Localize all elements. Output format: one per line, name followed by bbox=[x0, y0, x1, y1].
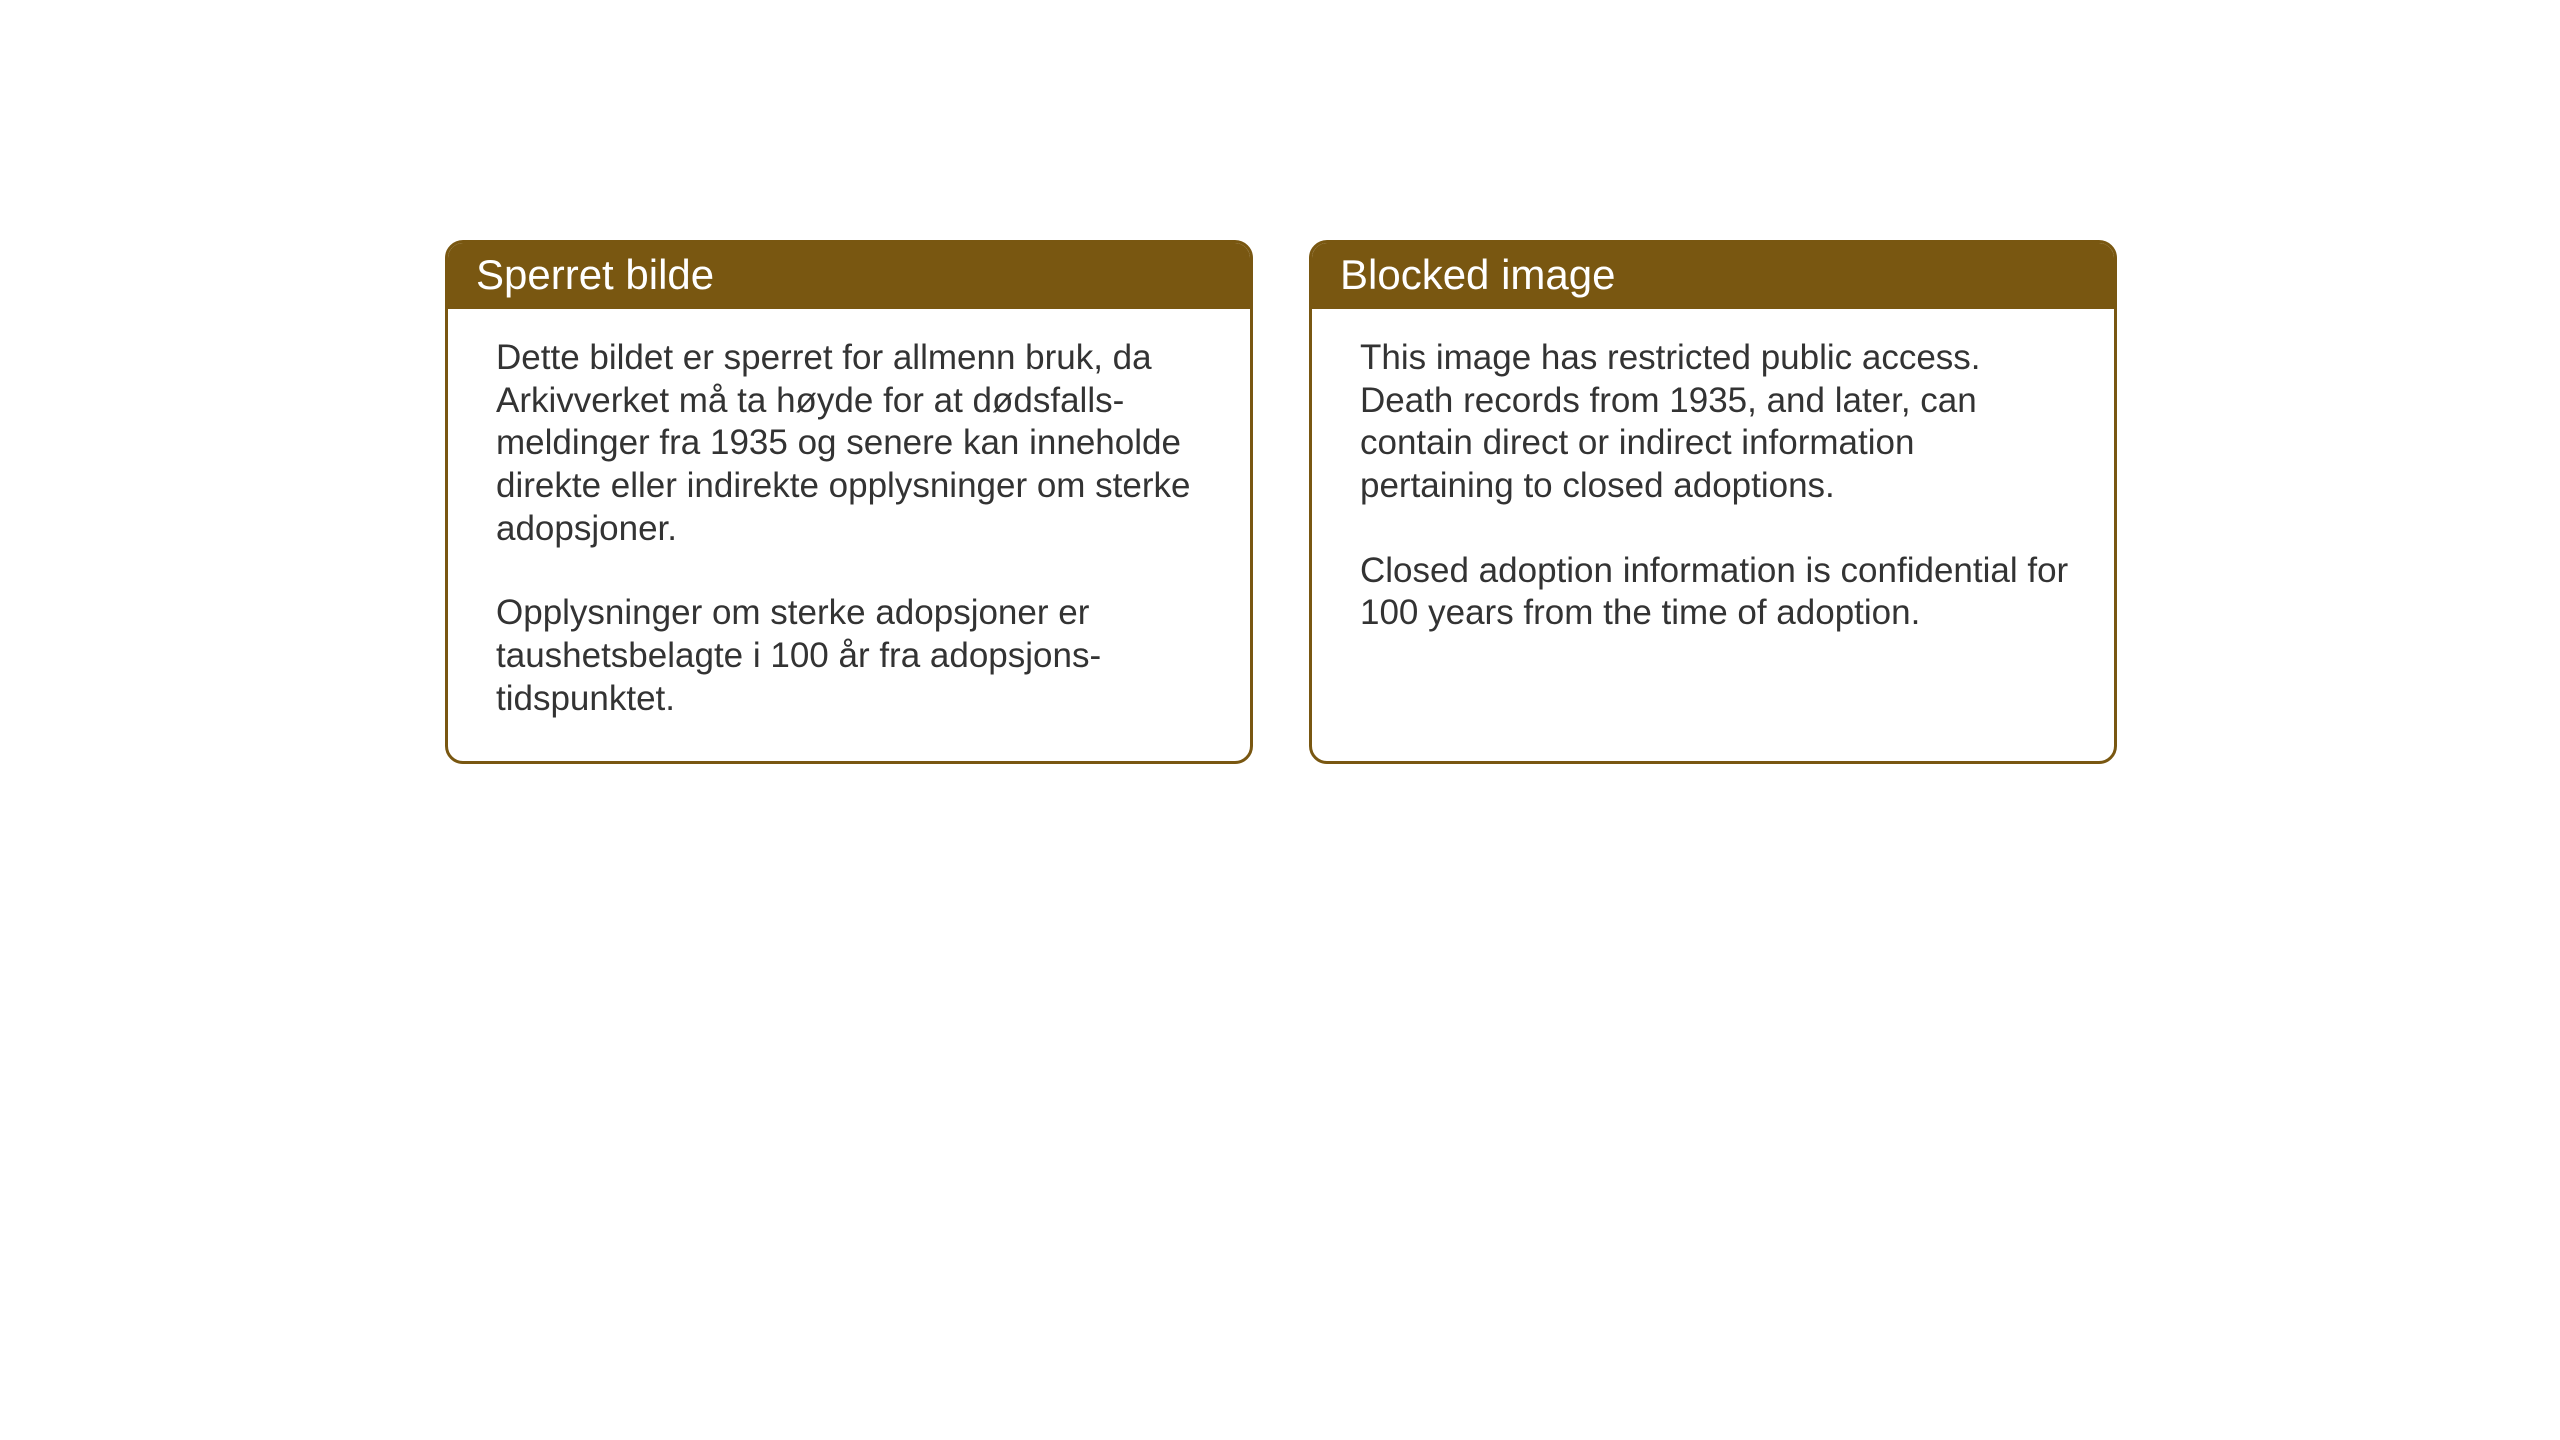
notices-container: Sperret bilde Dette bildet er sperret fo… bbox=[445, 240, 2117, 764]
notice-body-norwegian: Dette bildet er sperret for allmenn bruk… bbox=[448, 309, 1250, 761]
notice-box-norwegian: Sperret bilde Dette bildet er sperret fo… bbox=[445, 240, 1253, 764]
notice-paragraph: Dette bildet er sperret for allmenn bruk… bbox=[496, 337, 1208, 550]
notice-paragraph: Opplysninger om sterke adopsjoner er tau… bbox=[496, 592, 1208, 720]
notice-header-english: Blocked image bbox=[1312, 243, 2114, 309]
notice-body-english: This image has restricted public access.… bbox=[1312, 309, 2114, 675]
notice-header-norwegian: Sperret bilde bbox=[448, 243, 1250, 309]
notice-paragraph: This image has restricted public access.… bbox=[1360, 337, 2072, 508]
notice-box-english: Blocked image This image has restricted … bbox=[1309, 240, 2117, 764]
notice-paragraph: Closed adoption information is confident… bbox=[1360, 550, 2072, 635]
